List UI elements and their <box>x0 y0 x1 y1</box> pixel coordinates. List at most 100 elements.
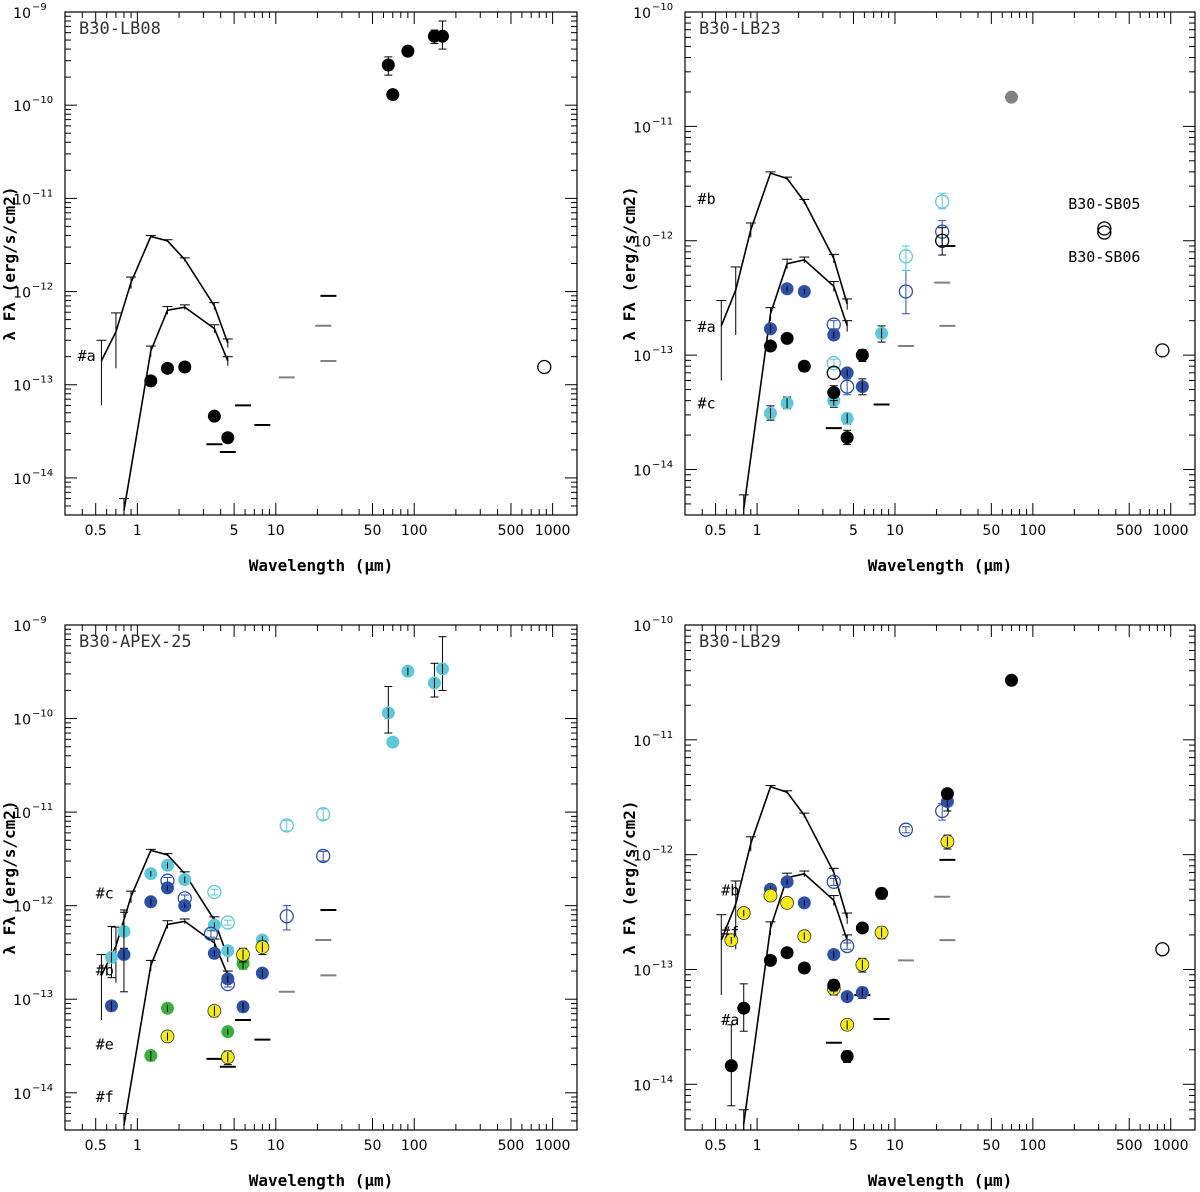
y-tick-exponent: −11 <box>32 188 53 199</box>
data-point-open <box>1097 221 1112 236</box>
y-tick-label: 10 <box>13 619 31 635</box>
data-point-filled <box>780 946 794 960</box>
y-tick-label: 10 <box>633 1078 651 1094</box>
x-tick-label: 50 <box>982 1138 1000 1154</box>
annotation-label: #a <box>721 1011 739 1029</box>
x-tick-label: 0.5 <box>704 1138 726 1154</box>
x-tick-label: 1000 <box>1153 1138 1189 1154</box>
y-tick-exponent: −13 <box>32 989 53 1000</box>
data-point-open <box>203 926 219 941</box>
y-tick-exponent: −13 <box>32 375 53 386</box>
y-tick-label: 10 <box>13 286 31 302</box>
y-tick-label: 10 <box>633 349 651 365</box>
y-axis-label: λ Fλ (erg/s/cm2) <box>620 186 639 340</box>
x-tick-label: 0.5 <box>704 523 726 539</box>
plot-frame <box>684 624 1196 1131</box>
y-tick-exponent: −14 <box>32 1083 53 1094</box>
y-tick-label: 10 <box>13 993 31 1009</box>
data-point-filled <box>780 331 794 345</box>
x-tick-label: 5 <box>230 523 239 539</box>
x-tick-label: 100 <box>401 523 428 539</box>
data-point-open <box>826 874 841 889</box>
panel-title: B30-LB23 <box>699 19 781 39</box>
y-tick-exponent: −13 <box>652 345 673 356</box>
data-point-open <box>826 365 841 380</box>
model-sed-curve <box>720 785 848 941</box>
data-point-filled <box>763 339 777 353</box>
data-point-open <box>316 807 331 822</box>
data-point-open <box>316 848 331 864</box>
y-tick-exponent: −12 <box>32 282 53 293</box>
x-tick-label: 5 <box>849 1138 858 1154</box>
y-tick-label: 10 <box>13 472 31 488</box>
data-point-open <box>898 249 914 264</box>
x-tick-label: 50 <box>364 523 382 539</box>
plot-frame <box>64 11 578 516</box>
data-point-open <box>279 909 294 924</box>
annotation-label: #c <box>698 395 716 413</box>
data-point-open <box>840 938 855 954</box>
x-tick-label: 1 <box>753 1138 762 1154</box>
x-tick-label: 10 <box>886 523 904 539</box>
data-point-filled <box>160 361 174 375</box>
y-tick-exponent: −10 <box>652 2 673 13</box>
data-point-open <box>826 356 841 371</box>
y-tick-label: 10 <box>633 619 651 635</box>
model-sed-curve <box>100 849 229 976</box>
data-point-filled <box>763 888 778 903</box>
x-tick-label: 0.5 <box>85 523 107 539</box>
x-tick-label: 500 <box>1116 1138 1143 1154</box>
data-point-open <box>1155 942 1170 957</box>
data-point-filled <box>401 44 415 58</box>
data-point-filled <box>940 787 954 801</box>
y-tick-label: 10 <box>13 806 31 822</box>
x-tick-label: 1 <box>133 523 142 539</box>
model-sed-curve <box>742 873 848 1125</box>
y-tick-label: 10 <box>13 900 31 916</box>
data-point-filled <box>221 431 235 445</box>
panel-title: B30-APEX-25 <box>79 632 192 652</box>
y-tick-label: 10 <box>13 713 31 729</box>
model-sed-curve <box>100 235 229 362</box>
data-point-open <box>1155 343 1170 358</box>
y-tick-label: 10 <box>13 192 31 208</box>
y-tick-exponent: −14 <box>32 468 53 479</box>
y-tick-label: 10 <box>633 849 651 865</box>
data-point-open <box>840 379 855 394</box>
annotation-label: B30-SB06 <box>1068 248 1140 266</box>
y-axis-label: λ Fλ (erg/s/cm2) <box>620 800 639 954</box>
data-point-filled <box>1004 90 1018 104</box>
panel-title: B30-LB08 <box>79 19 161 39</box>
y-tick-label: 10 <box>13 1087 31 1103</box>
data-point-open <box>537 359 552 375</box>
x-tick-label: 1000 <box>1153 523 1189 539</box>
y-tick-exponent: −12 <box>652 231 673 242</box>
annotation-label: #a <box>78 347 96 365</box>
data-point-filled <box>386 735 400 749</box>
y-axis-label: λ Fλ (erg/s/cm2) <box>0 186 19 340</box>
x-tick-label: 500 <box>498 1138 525 1154</box>
annotation-label: #e <box>96 1036 114 1054</box>
y-tick-exponent: −11 <box>652 116 673 127</box>
y-tick-exponent: −12 <box>652 845 673 856</box>
y-tick-label: 10 <box>633 6 651 22</box>
model-sed-curve <box>720 172 848 327</box>
annotation-label: #b <box>721 882 739 900</box>
data-point-open <box>935 194 950 209</box>
x-tick-label: 5 <box>230 1138 239 1154</box>
y-tick-label: 10 <box>13 379 31 395</box>
x-tick-label: 500 <box>498 523 525 539</box>
y-tick-exponent: −11 <box>32 802 53 813</box>
data-point-open <box>279 818 294 833</box>
data-point-filled <box>1004 673 1018 687</box>
x-tick-label: 100 <box>1019 1138 1046 1154</box>
y-tick-label: 10 <box>633 120 651 136</box>
x-tick-label: 50 <box>364 1138 382 1154</box>
x-tick-label: 1 <box>133 1138 142 1154</box>
annotation-label: #b <box>698 190 716 208</box>
annotation-label: B30-SB05 <box>1068 195 1140 213</box>
